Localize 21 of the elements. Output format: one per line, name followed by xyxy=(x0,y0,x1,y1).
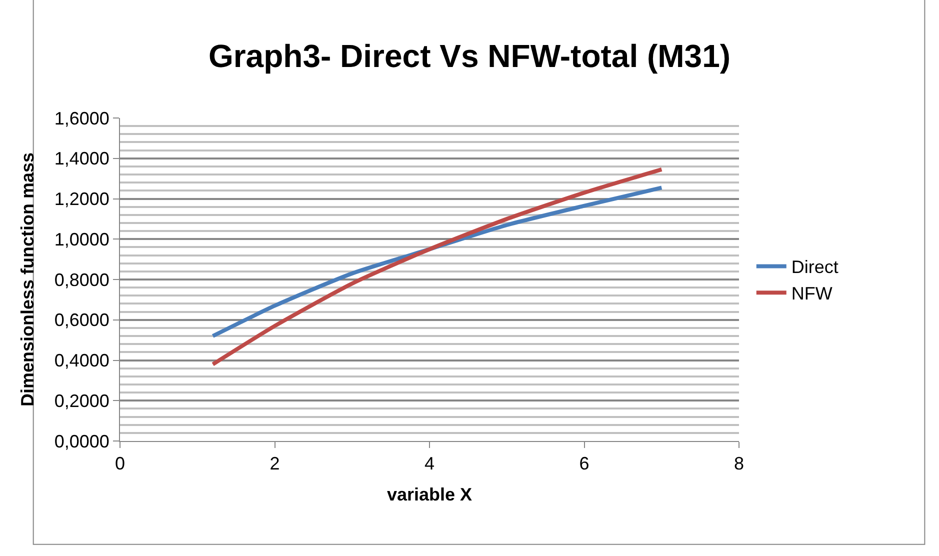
chart-title: Graph3- Direct Vs NFW-total (M31) xyxy=(208,38,731,74)
y-tick-label: 0,0000 xyxy=(54,431,110,452)
x-tick-label: 4 xyxy=(424,454,435,474)
x-tick-label: 8 xyxy=(734,454,744,474)
x-tick-label: 0 xyxy=(114,454,126,474)
line-series xyxy=(210,186,664,338)
x-tick-label: 2 xyxy=(270,454,280,474)
y-tick-label: 0,6000 xyxy=(54,310,110,330)
y-tick-label: 1,2000 xyxy=(54,189,110,210)
y-tick-label: 1,6000 xyxy=(54,108,110,128)
y-tick-label: 0,4000 xyxy=(54,350,110,371)
legend-label: NFW xyxy=(791,284,832,304)
y-tick-label: 1,4000 xyxy=(54,148,110,169)
line-series xyxy=(210,167,664,366)
legend-label: Direct xyxy=(791,257,838,278)
y-tick-label: 0,8000 xyxy=(54,270,110,290)
x-tick-label: 6 xyxy=(579,454,590,474)
y-tick-label: 0,2000 xyxy=(54,390,110,411)
y-tick-label: 1,0000 xyxy=(54,229,110,250)
y-axis-title: Dimensionless function mass xyxy=(18,152,38,407)
x-axis-title: variable X xyxy=(386,484,472,505)
